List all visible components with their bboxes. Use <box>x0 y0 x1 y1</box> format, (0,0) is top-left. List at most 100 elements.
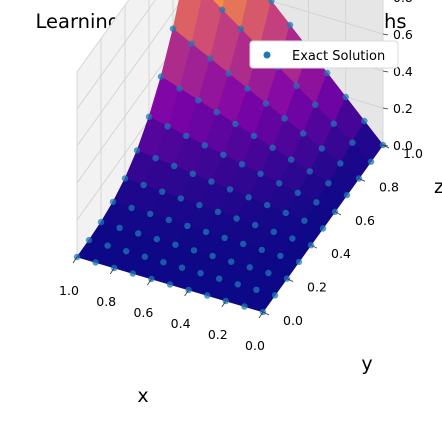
scatter-point <box>240 240 247 248</box>
x-tick <box>221 300 227 308</box>
scatter-point <box>160 259 167 266</box>
scatter-point <box>233 215 240 222</box>
scatter-point <box>216 275 223 282</box>
legend: Exact Solution <box>249 40 399 69</box>
y-tick-label: 0.2 <box>307 280 327 295</box>
scatter-point <box>342 93 349 101</box>
scatter-point <box>337 160 344 167</box>
scatter-point <box>232 120 239 128</box>
z-tick <box>382 70 389 73</box>
x-tick <box>258 311 264 319</box>
scatter-point <box>294 189 301 196</box>
scatter-point <box>312 101 319 108</box>
scatter-point <box>343 191 351 199</box>
scatter-point <box>121 175 129 182</box>
scatter-point <box>349 139 356 146</box>
z-tick-label: 0.4 <box>393 64 413 79</box>
scatter-point <box>250 132 258 140</box>
y-tick-label: 0.0 <box>283 313 303 328</box>
scatter-point <box>246 264 253 271</box>
scatter-point <box>228 258 235 265</box>
scatter-point <box>195 97 202 104</box>
z-tick-label: 0.2 <box>393 101 413 116</box>
legend-label: Exact Solution <box>292 49 385 64</box>
scatter-point <box>313 199 320 206</box>
scatter-point <box>164 123 171 130</box>
scatter-point <box>265 269 272 277</box>
z-tick-label: 0.6 <box>393 27 413 42</box>
scatter-point <box>286 21 294 29</box>
y-tick-label: 0.4 <box>331 246 351 261</box>
z-tick <box>382 33 389 36</box>
x-tick <box>184 289 189 297</box>
scatter-point <box>145 113 153 121</box>
x-tick-label: 0.4 <box>171 316 191 331</box>
scatter-point <box>219 6 226 13</box>
scatter-point <box>153 235 160 243</box>
scatter-point <box>177 195 184 202</box>
y-tick <box>358 178 366 182</box>
grid-line <box>76 0 130 73</box>
scatter-point <box>252 221 259 229</box>
scatter-point <box>253 286 260 293</box>
y-tick-label: 0.8 <box>379 179 399 194</box>
scatter-point <box>289 235 296 242</box>
scatter-point <box>214 208 222 215</box>
scatter-point <box>241 303 248 310</box>
scatter-point <box>288 156 295 163</box>
scatter-point <box>271 292 279 299</box>
scatter-point <box>325 180 332 187</box>
y-tick <box>262 311 270 316</box>
scatter-point <box>209 252 216 260</box>
scatter-point <box>201 142 208 149</box>
scatter-point <box>262 100 270 107</box>
scatter-point <box>221 234 228 242</box>
z-tick <box>382 107 389 110</box>
exact-solution-points <box>73 0 387 316</box>
z-tick-label: 0.8 <box>393 0 413 5</box>
z-tick <box>382 144 389 147</box>
scatter-point <box>97 218 105 226</box>
scatter-point <box>330 120 337 127</box>
scatter-point <box>147 210 154 218</box>
scatter-point <box>133 147 141 154</box>
scatter-point <box>276 180 283 187</box>
scatter-point <box>306 168 313 175</box>
scatter-point <box>152 155 159 162</box>
scatter-point <box>104 242 111 249</box>
scatter-point <box>141 253 148 260</box>
x-tick <box>109 267 115 275</box>
surface-plot <box>76 0 384 313</box>
scatter-point <box>204 292 211 299</box>
legend-box <box>249 40 399 69</box>
z-tick-label: 0.0 <box>393 138 413 153</box>
scatter-point <box>257 170 264 177</box>
scatter-point <box>319 225 327 232</box>
scatter-point <box>159 188 166 195</box>
scatter-point <box>172 241 179 248</box>
scatter-point <box>244 85 251 92</box>
scatter-point <box>196 201 203 209</box>
scatter-point <box>188 40 195 47</box>
x-tick-label: 0.6 <box>133 305 153 320</box>
scatter-point <box>225 70 232 77</box>
scatter-point <box>367 158 375 165</box>
scatter-point <box>176 85 183 92</box>
scatter-point <box>318 145 325 152</box>
scatter-point <box>129 270 136 277</box>
grid-line <box>266 0 384 35</box>
scatter-point <box>189 170 196 177</box>
scatter-point <box>109 198 117 206</box>
scatter-point <box>92 259 99 266</box>
y-axis-label: y <box>361 353 372 375</box>
scatter-point <box>184 222 191 230</box>
scatter-point <box>157 73 165 80</box>
scatter-point <box>140 181 147 189</box>
y-tick <box>286 278 294 282</box>
scatter-point <box>165 216 172 224</box>
scatter-point <box>166 281 174 288</box>
x-axis-label: x <box>137 385 148 407</box>
scatter-point <box>238 161 246 168</box>
x-tick <box>147 278 152 286</box>
scatter-point <box>301 217 308 224</box>
